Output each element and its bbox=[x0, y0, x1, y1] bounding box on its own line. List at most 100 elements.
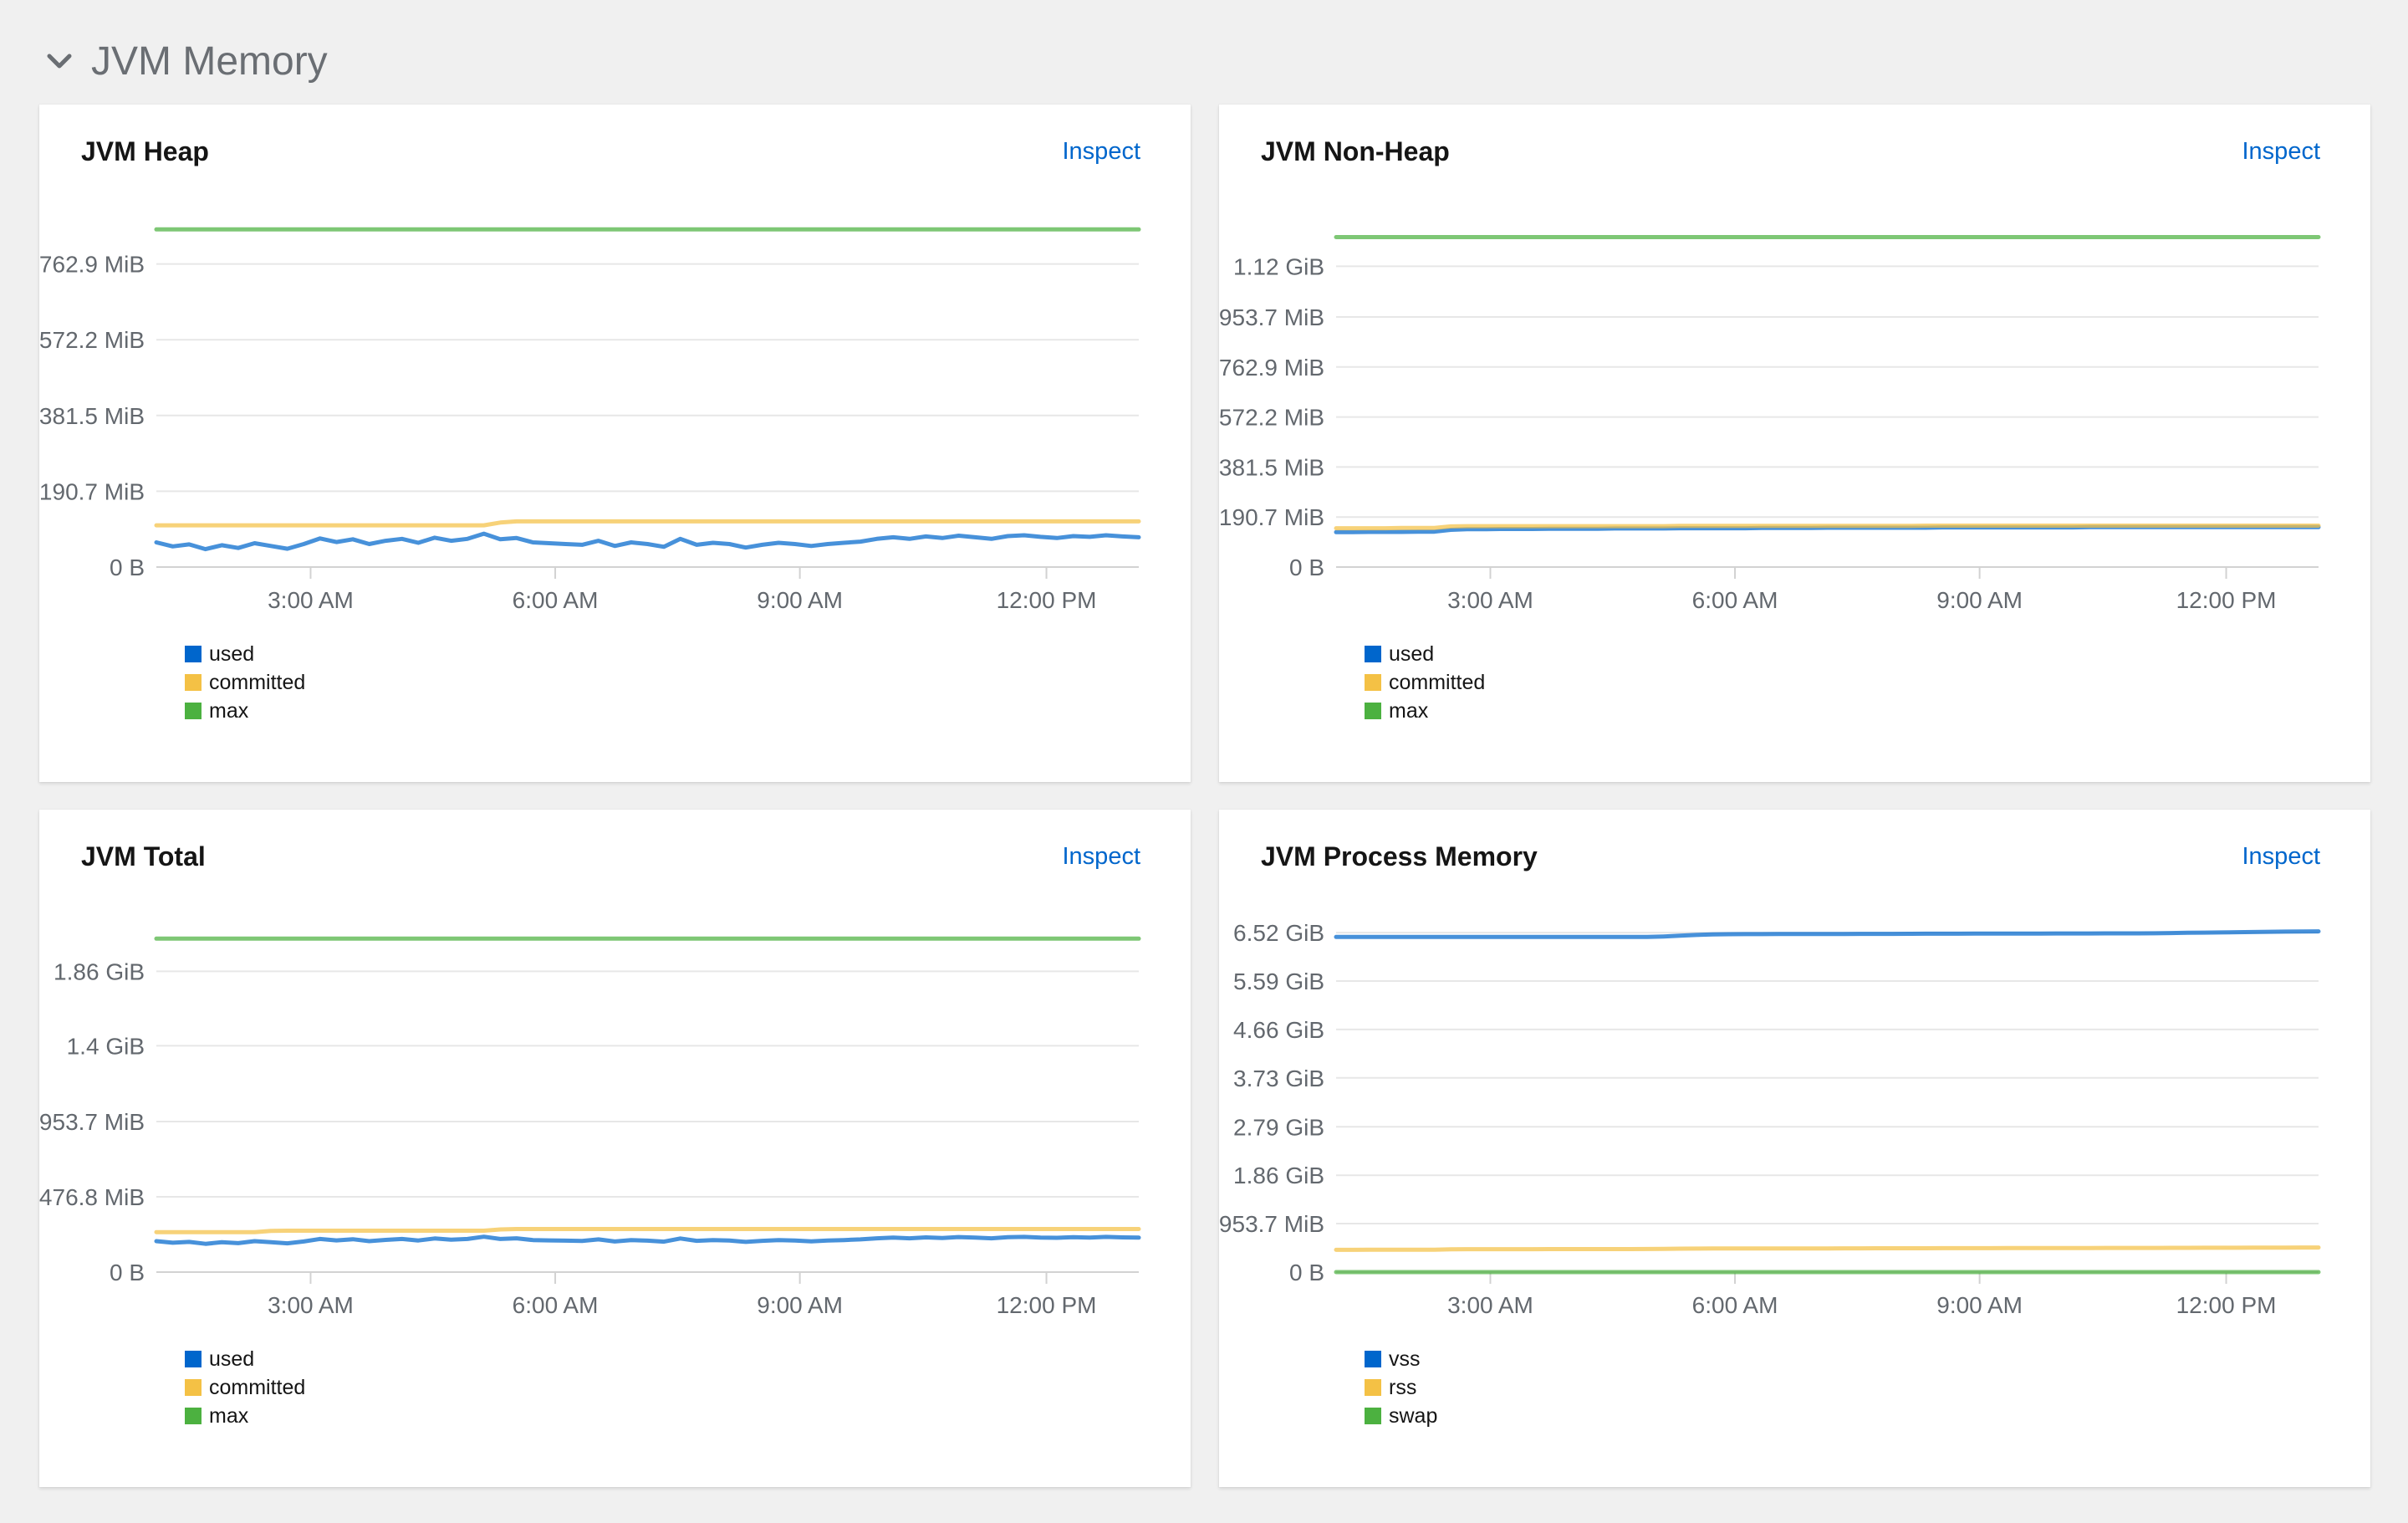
legend-label: max bbox=[209, 1404, 249, 1428]
chart-card-jvm-non-heap: JVM Non-Heap Inspect 0 B 190.7 MiB 381.5 M… bbox=[1219, 105, 2370, 782]
legend-item: max bbox=[185, 699, 305, 723]
legend-item: swap bbox=[1365, 1404, 1438, 1428]
y-axis-tick-label: 572.2 MiB bbox=[1219, 405, 1324, 431]
legend-label: max bbox=[209, 699, 249, 723]
legend-item: used bbox=[1365, 642, 1485, 666]
x-axis-tick-label: 9:00 AM bbox=[757, 1292, 843, 1318]
chart-legend: used committed max bbox=[185, 642, 305, 723]
legend-swatch bbox=[1365, 703, 1381, 719]
y-axis-tick-label: 0 B bbox=[110, 555, 145, 580]
y-axis-tick-label: 381.5 MiB bbox=[1219, 454, 1324, 480]
legend-item: vss bbox=[1365, 1347, 1437, 1371]
chart-title: JVM Total bbox=[81, 841, 206, 871]
chart-card-jvm-total: JVM Total Inspect 0 B 476.8 MiB 953.7 MiB 1… bbox=[39, 810, 1191, 1487]
y-axis-tick-label: 762.9 MiB bbox=[1219, 355, 1324, 381]
legend-label: committed bbox=[209, 671, 306, 694]
inspect-link[interactable]: Inspect bbox=[2242, 138, 2321, 165]
y-axis-tick-label: 1.12 GiB bbox=[1233, 253, 1324, 279]
x-axis-tick-label: 6:00 AM bbox=[513, 587, 599, 613]
y-axis-tick-label: 190.7 MiB bbox=[1219, 504, 1324, 530]
chart-card-jvm-process-memory: JVM Process Memory Inspect 0 B 953.7 MiB 1… bbox=[1219, 810, 2370, 1487]
y-axis-tick-label: 953.7 MiB bbox=[1219, 1211, 1324, 1237]
inspect-link[interactable]: Inspect bbox=[2242, 843, 2321, 870]
y-axis-tick-label: 190.7 MiB bbox=[39, 478, 145, 504]
y-axis-tick-label: 3.73 GiB bbox=[1233, 1066, 1324, 1091]
legend-item: committed bbox=[185, 672, 305, 693]
section-title: JVM Memory bbox=[91, 38, 328, 84]
legend-item: max bbox=[185, 1404, 305, 1428]
x-axis-tick-label: 9:00 AM bbox=[757, 587, 843, 613]
series-line-committed bbox=[1334, 524, 2321, 531]
series-line-committed bbox=[154, 1227, 1141, 1234]
x-axis-tick-label: 12:00 PM bbox=[2176, 1292, 2277, 1318]
x-axis-tick-label: 3:00 AM bbox=[1447, 1292, 1533, 1318]
legend-label: used bbox=[209, 1347, 255, 1371]
chart-canvas-jvm-heap: 0 B 190.7 MiB 381.5 MiB 572.2 MiB 762.9 MiB 3… bbox=[39, 227, 1141, 613]
y-axis-tick-label: 953.7 MiB bbox=[1219, 304, 1324, 330]
y-axis-tick-label: 1.86 GiB bbox=[54, 958, 145, 984]
chart-legend: used committed max bbox=[1365, 642, 1485, 723]
chart-canvas-jvm-total: 0 B 476.8 MiB 953.7 MiB 1.4 GiB 1.86 GiB 3:00… bbox=[39, 936, 1141, 1318]
y-axis-tick-label: 0 B bbox=[1289, 1260, 1324, 1285]
chart-title: JVM Non-Heap bbox=[1261, 136, 1450, 166]
section-jvm-memory-toggle[interactable]: JVM Memory bbox=[39, 37, 2369, 85]
series-line-vss bbox=[1334, 929, 2321, 939]
legend-swatch bbox=[185, 1351, 202, 1367]
dashboard-card-grid: JVM Heap Inspect 0 B 190.7 MiB 381.5 MiB 57… bbox=[39, 105, 2370, 1487]
legend-label: max bbox=[1389, 699, 1429, 723]
legend-item: committed bbox=[185, 1377, 305, 1398]
inspect-link[interactable]: Inspect bbox=[1062, 843, 1141, 870]
y-axis-tick-label: 1.4 GiB bbox=[67, 1033, 145, 1059]
chart-title: JVM Heap bbox=[81, 136, 209, 166]
legend-label: committed bbox=[1389, 671, 1486, 694]
series-line-used bbox=[154, 531, 1141, 552]
legend-swatch bbox=[1365, 646, 1381, 662]
legend-swatch bbox=[1365, 1408, 1381, 1424]
y-axis-tick-label: 0 B bbox=[1289, 555, 1324, 580]
legend-swatch bbox=[185, 1408, 202, 1424]
legend-label: committed bbox=[209, 1376, 306, 1399]
chart-canvas-jvm-process-memory: 0 B 953.7 MiB 1.86 GiB 2.79 GiB 3.73 GiB 4.66… bbox=[1219, 920, 2321, 1318]
y-axis-tick-label: 476.8 MiB bbox=[39, 1184, 145, 1210]
y-axis-tick-label: 6.52 GiB bbox=[1233, 920, 1324, 946]
series-line-committed bbox=[154, 519, 1141, 528]
legend-swatch bbox=[185, 646, 202, 662]
y-axis-tick-label: 1.86 GiB bbox=[1233, 1163, 1324, 1188]
legend-label: rss bbox=[1389, 1376, 1417, 1399]
legend-label: swap bbox=[1389, 1404, 1438, 1428]
x-axis-tick-label: 12:00 PM bbox=[997, 587, 1097, 613]
chart-legend: used committed max bbox=[185, 1347, 305, 1428]
legend-swatch bbox=[1365, 1379, 1381, 1396]
chart-card-jvm-heap: JVM Heap Inspect 0 B 190.7 MiB 381.5 MiB 57… bbox=[39, 105, 1191, 782]
x-axis-tick-label: 6:00 AM bbox=[1692, 1292, 1778, 1318]
legend-label: used bbox=[1389, 642, 1435, 666]
legend-swatch bbox=[1365, 674, 1381, 691]
y-axis-tick-label: 0 B bbox=[110, 1260, 145, 1285]
chart-legend: vss rss swap bbox=[1365, 1347, 1438, 1428]
y-axis-tick-label: 572.2 MiB bbox=[39, 327, 145, 353]
series-line-rss bbox=[1334, 1245, 2321, 1252]
y-axis-tick-label: 5.59 GiB bbox=[1233, 968, 1324, 994]
legend-swatch bbox=[185, 1379, 202, 1396]
y-axis-tick-label: 953.7 MiB bbox=[39, 1109, 145, 1135]
chevron-down-icon[interactable] bbox=[46, 50, 73, 72]
legend-swatch bbox=[185, 703, 202, 719]
legend-item: rss bbox=[1365, 1377, 1437, 1398]
x-axis-tick-label: 9:00 AM bbox=[1936, 587, 2023, 613]
legend-swatch bbox=[185, 674, 202, 691]
legend-item: used bbox=[185, 642, 305, 666]
legend-label: used bbox=[209, 642, 255, 666]
x-axis-tick-label: 9:00 AM bbox=[1936, 1292, 2023, 1318]
x-axis-tick-label: 6:00 AM bbox=[513, 1292, 599, 1318]
chart-canvas-jvm-non-heap: 0 B 190.7 MiB 381.5 MiB 572.2 MiB 762.9 MiB 9… bbox=[1219, 235, 2321, 613]
x-axis-tick-label: 3:00 AM bbox=[1447, 587, 1533, 613]
x-axis-tick-label: 12:00 PM bbox=[997, 1292, 1097, 1318]
x-axis-tick-label: 12:00 PM bbox=[2176, 587, 2277, 613]
inspect-link[interactable]: Inspect bbox=[1062, 138, 1141, 165]
y-axis-tick-label: 762.9 MiB bbox=[39, 252, 145, 278]
legend-item: max bbox=[1365, 699, 1485, 723]
legend-label: vss bbox=[1389, 1347, 1421, 1371]
legend-item: used bbox=[185, 1347, 305, 1371]
y-axis-tick-label: 4.66 GiB bbox=[1233, 1017, 1324, 1043]
legend-item: committed bbox=[1365, 672, 1485, 693]
